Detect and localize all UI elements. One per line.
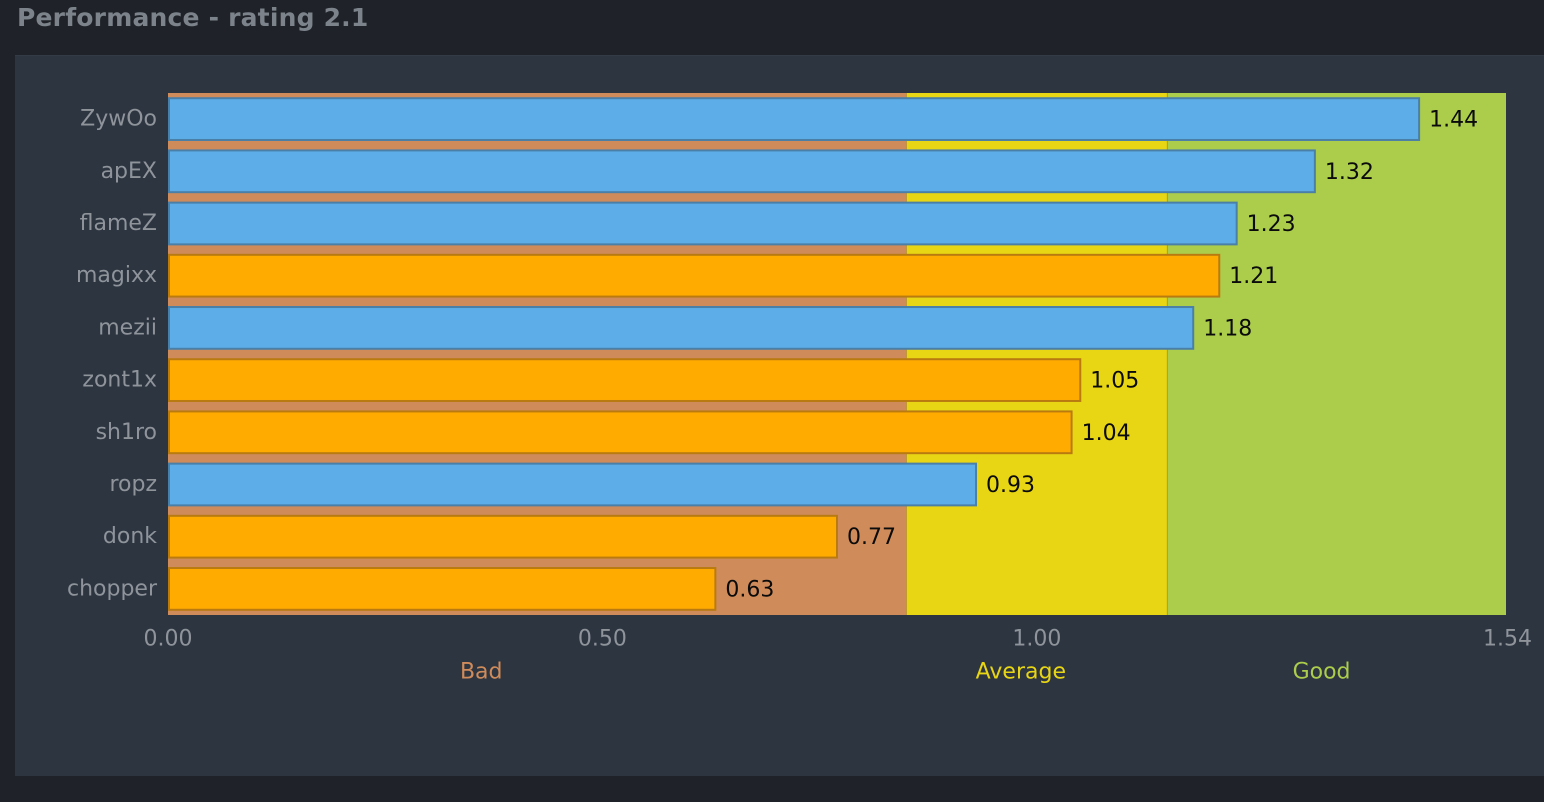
bar-magixx[interactable] xyxy=(168,253,1221,298)
player-label-mezii: mezii xyxy=(98,315,157,340)
player-label-apEX: apEX xyxy=(101,159,157,184)
rating-bar-chart: ZywOo apEX flameZ magixx mezii zont1x sh1ro rop… xyxy=(67,93,1532,685)
band-label-bad: Bad xyxy=(460,660,503,685)
bar-sh1ro[interactable] xyxy=(168,410,1073,455)
value-label-zont1x: 1.05 xyxy=(1090,369,1139,394)
bar-mezii[interactable] xyxy=(168,306,1195,350)
page-title: Performance - rating 2.1 xyxy=(17,3,369,32)
value-label-ZywOo: 1.44 xyxy=(1429,108,1478,133)
player-labels: ZywOo apEX flameZ magixx mezii zont1x sh1ro rop… xyxy=(67,107,158,602)
player-label-ropz: ropz xyxy=(109,472,157,497)
player-label-sh1ro: sh1ro xyxy=(96,420,157,445)
band-label-good: Good xyxy=(1293,660,1351,685)
x-tick-label: 1.54 xyxy=(1483,627,1532,652)
bar-flameZ[interactable] xyxy=(168,201,1238,246)
value-label-chopper: 0.63 xyxy=(725,577,774,602)
x-axis-ticks: 0.00 0.50 1.00 1.54 xyxy=(144,627,1532,652)
chart-panel: ZywOo apEX flameZ magixx mezii zont1x sh1ro rop… xyxy=(15,55,1544,776)
player-label-donk: donk xyxy=(103,524,157,549)
player-label-magixx: magixx xyxy=(76,263,157,288)
player-label-zont1x: zont1x xyxy=(82,368,157,393)
band-labels: Bad Average Good xyxy=(460,660,1351,685)
player-label-flameZ: flameZ xyxy=(80,211,157,236)
bar-zont1x[interactable] xyxy=(168,358,1082,402)
bar-apEX[interactable] xyxy=(168,149,1316,194)
value-label-sh1ro: 1.04 xyxy=(1082,421,1131,446)
bar-ZywOo[interactable] xyxy=(168,97,1421,141)
bar-chopper[interactable] xyxy=(168,567,717,611)
bar-donk[interactable] xyxy=(168,514,838,559)
bar-ropz[interactable] xyxy=(168,462,978,507)
value-label-flameZ: 1.23 xyxy=(1247,212,1296,237)
value-label-magixx: 1.21 xyxy=(1229,264,1278,289)
bars xyxy=(168,97,1421,611)
value-labels: 1.44 1.32 1.23 1.21 1.18 1.05 1.04 0.93 0.77 0.63 xyxy=(725,108,1478,603)
band-label-average: Average xyxy=(976,660,1066,685)
value-label-donk: 0.77 xyxy=(847,525,896,550)
player-label-ZywOo: ZywOo xyxy=(80,107,157,132)
x-tick-label: 0.00 xyxy=(144,627,193,652)
value-label-mezii: 1.18 xyxy=(1203,316,1252,341)
value-label-apEX: 1.32 xyxy=(1325,160,1374,185)
x-tick-label: 0.50 xyxy=(578,627,627,652)
x-tick-label: 1.00 xyxy=(1012,627,1061,652)
value-label-ropz: 0.93 xyxy=(986,473,1035,498)
player-label-chopper: chopper xyxy=(67,576,158,601)
